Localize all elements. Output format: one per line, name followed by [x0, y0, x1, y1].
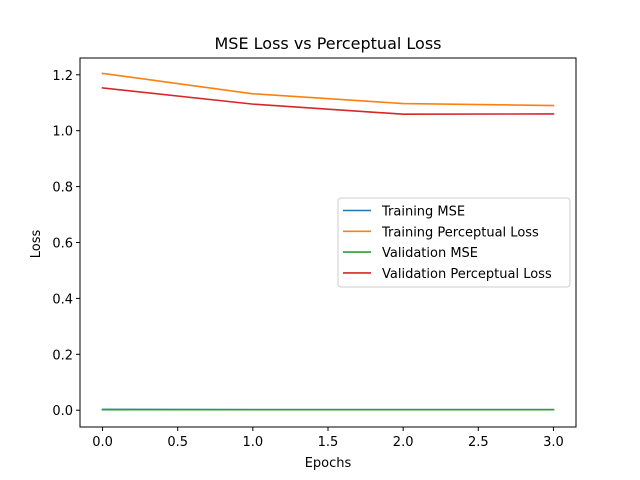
series-line-4 [101, 87, 555, 115]
axes: 0.0 0.5 1.0 1.5 2.0 2.5 3.0 0.0 0.2 0.4 0.6 0.8 1.0 1… [52, 57, 577, 450]
y-axis-label: Loss [29, 230, 44, 259]
x-tick-label: 3.0 [543, 435, 564, 450]
y-tick-label: 0.2 [52, 348, 73, 363]
plot-area [101, 72, 555, 411]
legend: Training MSE Training Perceptual Loss Vali… [337, 197, 571, 288]
y-tick-label: 1.0 [52, 125, 73, 140]
legend-label: Training MSE [381, 205, 465, 220]
legend-label: Validation Perceptual Loss [382, 267, 552, 282]
y-tick-label: 0.0 [52, 404, 73, 419]
x-tick-label: 0.0 [92, 435, 113, 450]
x-tick-label: 2.0 [393, 435, 414, 450]
legend-label: Training Perceptual Loss [381, 225, 539, 240]
x-tick-label: 2.5 [468, 435, 489, 450]
series-line-2 [101, 72, 555, 107]
legend-label: Validation MSE [382, 246, 478, 261]
y-tick-label: 0.6 [52, 237, 73, 252]
y-tick-label: 0.4 [52, 292, 73, 307]
legend-box [337, 197, 571, 288]
chart-title: MSE Loss vs Perceptual Loss [214, 34, 441, 53]
x-tick-label: 0.5 [167, 435, 188, 450]
y-tick-label: 1.2 [52, 69, 73, 84]
x-axis-label: Epochs [305, 456, 352, 471]
y-tick-label: 0.8 [52, 181, 73, 196]
x-tick-label: 1.5 [318, 435, 339, 450]
x-tick-label: 1.0 [243, 435, 264, 450]
